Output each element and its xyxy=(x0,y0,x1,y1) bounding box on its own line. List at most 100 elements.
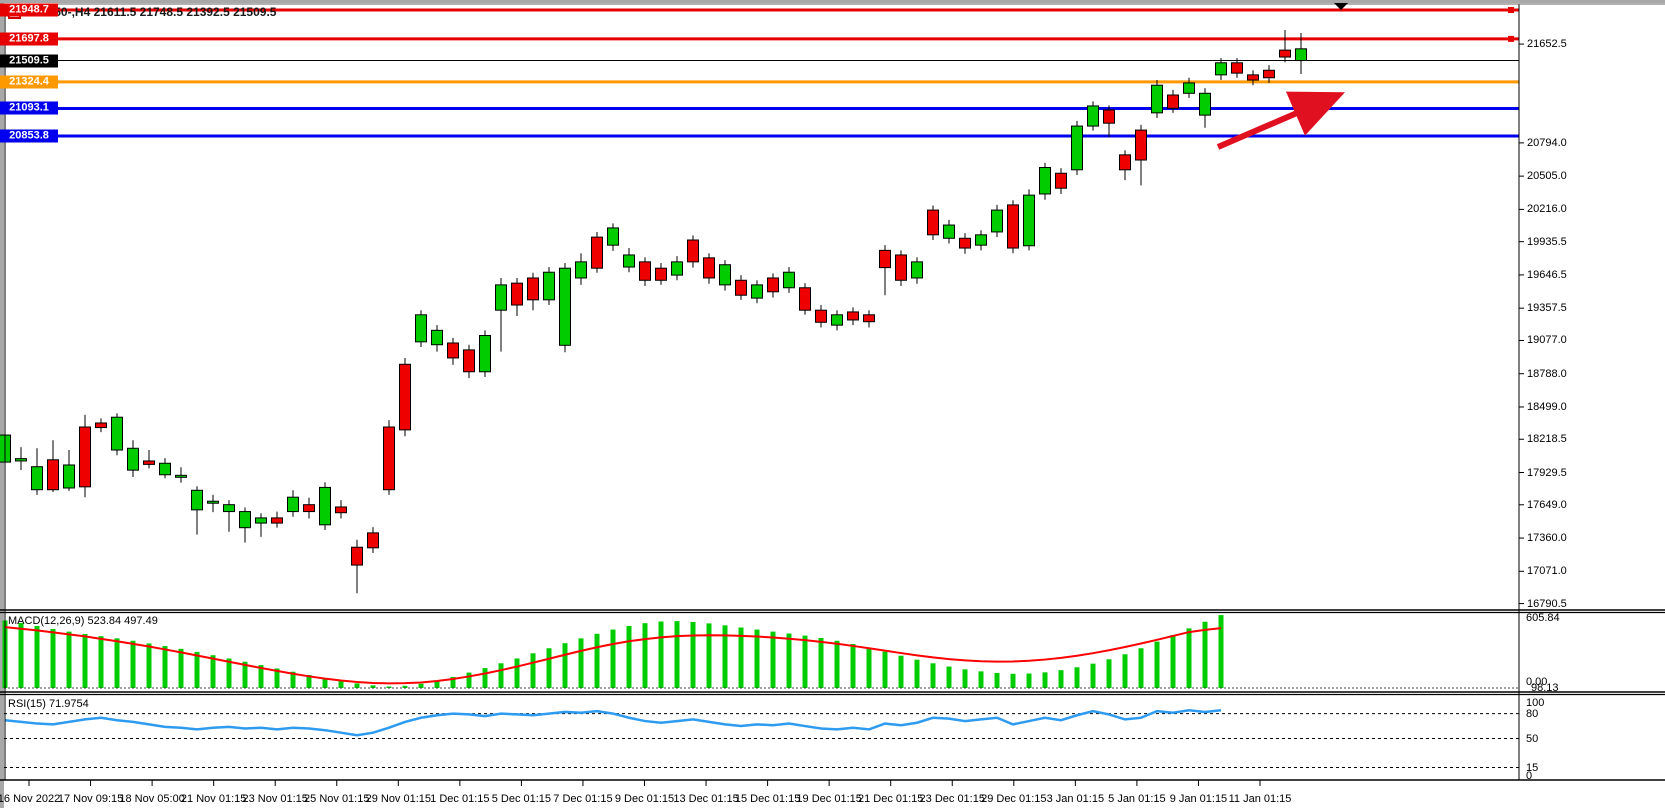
price-line-badge: 21324.4 xyxy=(0,75,58,89)
price-tick-label: 18499.0 xyxy=(1527,400,1567,413)
macd-histogram-bar xyxy=(354,683,360,688)
macd-histogram-bar xyxy=(210,655,216,688)
macd-histogram-bar xyxy=(322,678,328,688)
candle-body xyxy=(1231,62,1243,74)
price-line-badge: 21509.5 xyxy=(0,54,58,68)
macd-histogram-bar xyxy=(50,628,56,688)
price-line-badge: 21697.8 xyxy=(0,32,58,46)
macd-scale-max: 605.84 xyxy=(1526,612,1560,624)
price-tick-label: 19077.0 xyxy=(1527,334,1567,347)
candle-body xyxy=(415,314,427,343)
line-handle[interactable] xyxy=(1508,35,1514,42)
candle-body xyxy=(975,234,987,246)
macd-histogram-bar xyxy=(450,676,456,688)
macd-histogram-bar xyxy=(338,681,344,688)
time-tick-label: 23 Nov 01:15 xyxy=(242,793,308,805)
candle-body xyxy=(623,254,635,268)
rsi-scale-label: 15 xyxy=(1526,761,1539,774)
candle-body xyxy=(111,416,123,451)
macd-histogram-bar xyxy=(962,669,968,688)
macd-histogram-bar xyxy=(162,646,168,688)
price-tick-label: 19935.5 xyxy=(1527,235,1567,248)
trend-arrow-annotation[interactable] xyxy=(1216,91,1346,150)
candle-body xyxy=(815,309,827,323)
time-tick-label: 17 Nov 09:15 xyxy=(57,793,124,805)
macd-histogram-bar xyxy=(274,668,280,688)
macd-histogram-bar xyxy=(402,685,408,688)
macd-histogram-bar xyxy=(1186,628,1192,688)
candle-body xyxy=(799,287,811,311)
macd-histogram-bar xyxy=(818,637,824,688)
macd-histogram-bar xyxy=(1122,654,1128,688)
candle-body xyxy=(527,277,539,301)
time-tick-label: 18 Nov 05:00 xyxy=(119,793,185,805)
candle-body xyxy=(831,314,843,326)
macd-histogram-bar xyxy=(498,663,504,688)
candle-body xyxy=(1039,167,1051,195)
price-tick-label: 17929.5 xyxy=(1527,466,1567,479)
time-tick-label: 5 Jan 01:15 xyxy=(1108,793,1166,805)
price-tick-label: 18788.0 xyxy=(1527,367,1567,380)
candle-body xyxy=(943,224,955,239)
candle-body xyxy=(991,209,1003,233)
time-tick-label: 7 Dec 01:15 xyxy=(553,793,613,805)
candle-body xyxy=(303,504,315,513)
macd-histogram-bar xyxy=(1026,673,1032,688)
macd-histogram-bar xyxy=(258,665,264,688)
macd-histogram-bar xyxy=(1090,663,1096,688)
price-line-badge: 21093.1 xyxy=(0,101,58,115)
macd-histogram-bar xyxy=(130,640,136,688)
macd-histogram-bar xyxy=(914,659,920,688)
macd-histogram-bar xyxy=(194,651,200,688)
price-tick-label: 16790.5 xyxy=(1527,597,1567,610)
macd-histogram-bar xyxy=(722,625,728,688)
candle-body xyxy=(319,486,331,526)
line-handle[interactable] xyxy=(1508,7,1514,13)
candle-body xyxy=(191,489,203,511)
candle-body xyxy=(927,209,939,236)
macd-histogram-bar xyxy=(178,648,184,688)
macd-histogram-bar xyxy=(1138,648,1144,688)
candle-body xyxy=(143,460,155,465)
window-frame-top xyxy=(0,0,1665,3)
macd-histogram-bar xyxy=(1058,670,1064,688)
candle-body xyxy=(575,261,587,279)
macd-histogram-bar xyxy=(770,631,776,688)
macd-histogram-bar xyxy=(386,686,392,688)
macd-histogram-bar xyxy=(834,640,840,688)
price-tick-label: 17649.0 xyxy=(1527,498,1567,511)
candle-body xyxy=(31,466,43,491)
macd-histogram-bar xyxy=(482,668,488,688)
candle-body xyxy=(1167,94,1179,109)
price-tick-label: 19357.5 xyxy=(1527,302,1567,315)
candle-body xyxy=(911,261,923,279)
price-tick-label: 18218.5 xyxy=(1527,433,1567,446)
macd-histogram-bar xyxy=(946,666,952,688)
rsi-scale-label: 0 xyxy=(1526,770,1533,782)
macd-histogram-bar xyxy=(786,633,792,688)
price-tick-label: 19646.5 xyxy=(1527,268,1567,281)
macd-histogram-bar xyxy=(1154,641,1160,688)
macd-histogram-bar xyxy=(66,631,72,688)
macd-histogram-bar xyxy=(642,623,648,688)
macd-histogram-bar xyxy=(514,658,520,688)
macd-histogram-bar xyxy=(626,625,632,688)
macd-histogram-bar xyxy=(1010,673,1016,688)
macd-histogram-bar xyxy=(434,680,440,688)
macd-histogram-bar xyxy=(1170,634,1176,688)
candle-body xyxy=(959,237,971,249)
candle-body xyxy=(1135,129,1147,161)
candle-body xyxy=(63,464,75,489)
candle-body xyxy=(47,459,59,491)
candle-body xyxy=(463,349,475,373)
candle-body xyxy=(15,458,27,462)
macd-histogram-bar xyxy=(898,655,904,688)
macd-histogram-bar xyxy=(866,647,872,688)
candle-body xyxy=(367,532,379,549)
macd-histogram-bar xyxy=(1202,621,1208,688)
candle-body xyxy=(1247,74,1259,81)
macd-histogram-bar xyxy=(18,622,24,688)
rsi-scale-label: 50 xyxy=(1526,732,1539,745)
candle-body xyxy=(1103,109,1115,124)
price-tick-label: 17071.0 xyxy=(1527,565,1567,578)
